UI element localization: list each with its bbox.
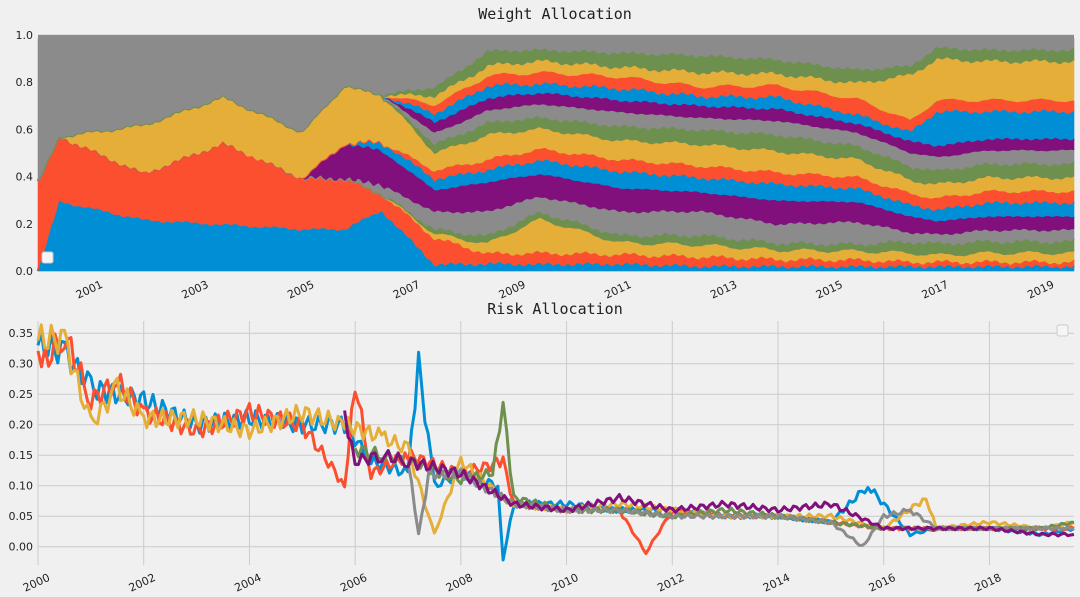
risk-y-tick-label: 0.35 <box>9 327 34 340</box>
weight-x-tick-label: 2011 <box>603 278 634 302</box>
risk-x-tick-label: 2002 <box>127 571 158 595</box>
weight-stacked-areas <box>36 35 1075 272</box>
risk-x-tick-label: 2008 <box>444 571 475 595</box>
risk-x-tick-label: 2006 <box>338 571 369 595</box>
risk-x-tick-label: 2004 <box>233 571 264 595</box>
risk-y-tick-label: 0.15 <box>9 449 34 462</box>
weight-y-tick-label: 0.4 <box>16 171 34 184</box>
weight-x-tick-label: 2009 <box>497 278 528 302</box>
weight-x-tick-label: 2015 <box>814 278 845 302</box>
weight-y-ticks: 0.0 0.2 0.4 0.6 0.8 1.0 <box>16 29 34 278</box>
risk-grid <box>37 321 1074 565</box>
weight-x-tick-label: 2013 <box>708 278 739 302</box>
risk-allocation-panel: 0.000.050.100.150.200.250.300.35 2000 200… <box>9 300 1075 595</box>
weight-x-tick-label: 2019 <box>1025 278 1056 302</box>
weight-y-tick-label: 1.0 <box>16 29 34 42</box>
weight-x-tick-label: 2017 <box>920 278 951 302</box>
risk-x-ticks: 2000 2002 2004 2006 2008 2010 2012 2014 2016 2018 <box>21 571 1003 595</box>
risk-legend-box <box>1056 324 1069 337</box>
risk-y-tick-label: 0.05 <box>9 510 34 523</box>
weight-y-tick-label: 0.8 <box>16 76 34 89</box>
risk-x-tick-label: 2010 <box>550 571 581 595</box>
risk-x-tick-label: 2018 <box>973 571 1004 595</box>
weight-x-tick-label: 2005 <box>285 278 316 302</box>
weight-legend-box <box>41 251 54 264</box>
weight-allocation-panel: 0.00.20.40.60.81.0 2001 2003 2005 2007 2009 2… <box>16 5 1075 302</box>
risk-x-tick-label: 2016 <box>867 571 898 595</box>
risk-y-tick-label: 0.25 <box>9 388 34 401</box>
risk-y-tick-label: 0.00 <box>9 541 34 554</box>
weight-y-tick-label: 0.6 <box>16 123 34 136</box>
risk-lines <box>36 323 1075 562</box>
risk-y-tick-label: 0.30 <box>9 358 34 371</box>
weight-y-tick-label: 0.0 <box>16 265 34 278</box>
risk-line-6 <box>343 410 1075 538</box>
risk-allocation-title: Risk Allocation <box>487 300 622 318</box>
risk-x-tick-label: 2000 <box>21 571 52 595</box>
weight-x-ticks: 2001 2003 2005 2007 2009 2011 2013 2015 2017 2019 <box>74 278 1056 302</box>
risk-y-ticks: 0.00 0.05 0.10 0.15 0.20 0.25 0.30 0.35 <box>9 327 34 554</box>
weight-allocation-title: Weight Allocation <box>478 5 632 23</box>
weight-y-tick-label: 0.2 <box>16 218 34 231</box>
risk-x-tick-label: 2012 <box>655 571 686 595</box>
risk-y-tick-label: 0.10 <box>9 480 34 493</box>
weight-x-tick-label: 2003 <box>180 278 211 302</box>
weight-x-tick-label: 2001 <box>74 278 105 302</box>
risk-y-tick-label: 0.20 <box>9 419 34 432</box>
risk-x-tick-label: 2014 <box>761 571 792 595</box>
weight-x-tick-label: 2007 <box>391 278 422 302</box>
